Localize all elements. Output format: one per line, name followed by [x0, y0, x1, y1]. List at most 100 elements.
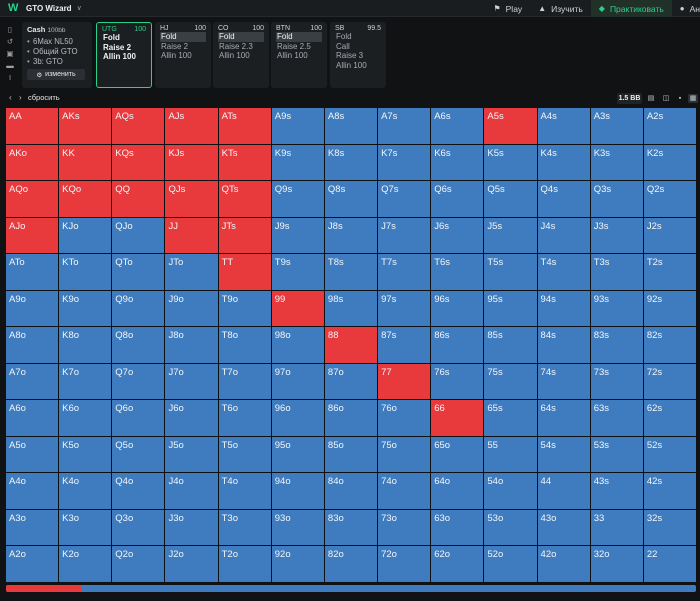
- hand-cell[interactable]: T8s: [324, 254, 378, 290]
- hand-cell[interactable]: A9s: [271, 108, 324, 144]
- hand-cell[interactable]: KJo: [59, 217, 112, 254]
- hand-cell[interactable]: A8s: [324, 108, 378, 144]
- position-card-co[interactable]: CO 100 Fold Raise 2.3 Allin 100: [213, 22, 269, 88]
- hand-cell[interactable]: J2s: [643, 217, 696, 254]
- hand-cell[interactable]: 53s: [590, 436, 643, 473]
- hand-cell[interactable]: T8o: [218, 327, 271, 363]
- hand-cell[interactable]: QTo: [112, 254, 165, 290]
- hand-cell[interactable]: 86o: [324, 400, 378, 436]
- action-option[interactable]: Fold: [218, 32, 264, 42]
- hand-cell[interactable]: 54s: [537, 436, 590, 473]
- compact-grid-icon[interactable]: ▪: [678, 95, 682, 102]
- hand-cell[interactable]: K3o: [59, 509, 112, 546]
- hand-cell[interactable]: Q4o: [112, 473, 165, 509]
- hand-cell[interactable]: T5o: [218, 436, 271, 473]
- hand-cell[interactable]: 96s: [431, 290, 484, 327]
- position-card-utg[interactable]: UTG 100 Fold Raise 2 Allin 100: [96, 22, 152, 88]
- hand-cell[interactable]: AQo: [6, 181, 59, 217]
- hand-cell[interactable]: K9s: [271, 144, 324, 181]
- hand-cell[interactable]: 32s: [643, 509, 696, 546]
- hand-cell[interactable]: 85o: [324, 436, 378, 473]
- hand-cell[interactable]: Q3s: [590, 181, 643, 217]
- action-option[interactable]: Allin 100: [103, 52, 136, 62]
- hand-cell[interactable]: 99: [271, 290, 324, 327]
- hand-cell[interactable]: T5s: [484, 254, 537, 290]
- action-option[interactable]: Raise 2.5: [277, 41, 311, 51]
- hand-cell[interactable]: QJo: [112, 217, 165, 254]
- hand-cell[interactable]: 87s: [378, 327, 431, 363]
- reset-button[interactable]: сбросить: [28, 93, 60, 102]
- action-option[interactable]: Fold: [103, 33, 120, 42]
- hand-cell[interactable]: 83s: [590, 327, 643, 363]
- hand-cell[interactable]: ATo: [6, 254, 59, 290]
- hand-cell[interactable]: J7s: [378, 217, 431, 254]
- hand-cell[interactable]: 94s: [537, 290, 590, 327]
- hand-cell[interactable]: K5s: [484, 144, 537, 181]
- hand-cell[interactable]: A7s: [378, 108, 431, 144]
- hand-cell[interactable]: J9o: [165, 290, 218, 327]
- action-option[interactable]: Allin 100: [161, 51, 192, 61]
- hand-cell[interactable]: Q9o: [112, 290, 165, 327]
- hand-cell[interactable]: ATs: [218, 108, 271, 144]
- hand-cell[interactable]: A4o: [6, 473, 59, 509]
- hand-cell[interactable]: 32o: [590, 546, 643, 582]
- hand-cell[interactable]: 95o: [271, 436, 324, 473]
- hand-cell[interactable]: 52s: [643, 436, 696, 473]
- hand-cell[interactable]: T3o: [218, 509, 271, 546]
- hand-cell[interactable]: A5s: [484, 108, 537, 144]
- hand-cell[interactable]: JTs: [218, 217, 271, 254]
- hand-cell[interactable]: K5o: [59, 436, 112, 473]
- hand-cell[interactable]: K7s: [378, 144, 431, 181]
- hand-cell[interactable]: QTs: [218, 181, 271, 217]
- hand-cell[interactable]: QJs: [165, 181, 218, 217]
- hand-cell[interactable]: Q8s: [324, 181, 378, 217]
- hand-cell[interactable]: KQs: [112, 144, 165, 181]
- hand-cell[interactable]: 63s: [590, 400, 643, 436]
- hand-cell[interactable]: 84o: [324, 473, 378, 509]
- hand-cell[interactable]: K3s: [590, 144, 643, 181]
- hand-cell[interactable]: J3o: [165, 509, 218, 546]
- hand-cell[interactable]: A5o: [6, 436, 59, 473]
- hand-cell[interactable]: AKo: [6, 144, 59, 181]
- hand-cell[interactable]: 93o: [271, 509, 324, 546]
- hand-cell[interactable]: 82o: [324, 546, 378, 582]
- action-option[interactable]: Call: [336, 41, 350, 51]
- forward-arrow-icon[interactable]: ›: [19, 93, 22, 102]
- layout-icon[interactable]: ▤: [647, 95, 655, 102]
- hand-cell[interactable]: 85s: [484, 327, 537, 363]
- nav-play[interactable]: ⚑ Play: [485, 0, 530, 17]
- hand-cell[interactable]: 22: [643, 546, 696, 582]
- hand-cell[interactable]: 74o: [378, 473, 431, 509]
- hand-cell[interactable]: 72s: [643, 363, 696, 400]
- hand-cell[interactable]: T2o: [218, 546, 271, 582]
- hand-cell[interactable]: J8o: [165, 327, 218, 363]
- hand-cell[interactable]: A3o: [6, 509, 59, 546]
- hand-cell[interactable]: 43o: [537, 509, 590, 546]
- position-card-sb[interactable]: SB 99.5 Fold Call Raise 3 Allin 100: [330, 22, 386, 88]
- hand-cell[interactable]: J5o: [165, 436, 218, 473]
- hand-cell[interactable]: 86s: [431, 327, 484, 363]
- hand-cell[interactable]: 52o: [484, 546, 537, 582]
- hand-cell[interactable]: 93s: [590, 290, 643, 327]
- hand-cell[interactable]: J2o: [165, 546, 218, 582]
- hand-cell[interactable]: 65s: [484, 400, 537, 436]
- hand-cell[interactable]: A6s: [431, 108, 484, 144]
- hand-cell[interactable]: AA: [6, 108, 59, 144]
- hand-cell[interactable]: T3s: [590, 254, 643, 290]
- hand-cell[interactable]: AKs: [59, 108, 112, 144]
- hand-cell[interactable]: Q5s: [484, 181, 537, 217]
- hand-cell[interactable]: 98o: [271, 327, 324, 363]
- hand-cell[interactable]: K6o: [59, 400, 112, 436]
- action-option[interactable]: Raise 3: [336, 51, 364, 61]
- back-arrow-icon[interactable]: ‹: [9, 93, 12, 102]
- hand-cell[interactable]: T7s: [378, 254, 431, 290]
- action-option[interactable]: Raise 2.3: [219, 41, 253, 51]
- hand-cell[interactable]: Q6s: [431, 181, 484, 217]
- hand-cell[interactable]: J7o: [165, 363, 218, 400]
- hand-cell[interactable]: 73s: [590, 363, 643, 400]
- hand-cell[interactable]: 92s: [643, 290, 696, 327]
- hand-cell[interactable]: A3s: [590, 108, 643, 144]
- hand-cell[interactable]: 76s: [431, 363, 484, 400]
- hand-cell[interactable]: 75s: [484, 363, 537, 400]
- hand-cell[interactable]: Q2o: [112, 546, 165, 582]
